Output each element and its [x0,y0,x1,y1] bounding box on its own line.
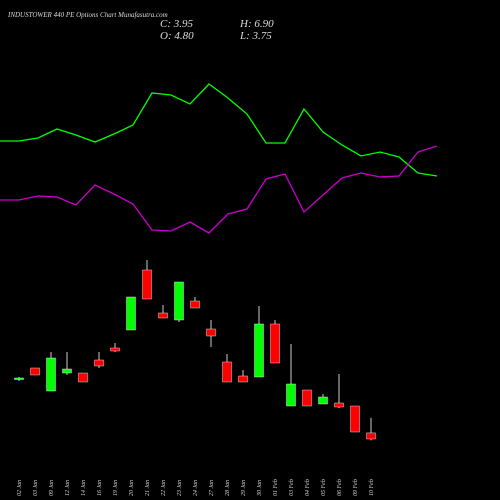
x-tick-label: 19 Jan [113,480,119,496]
x-tick-label: 01 Feb [273,479,279,496]
stat-open: O: 4.80 [160,30,194,42]
x-tick-label: 09 Feb [353,479,359,496]
x-tick-label: 30 Jan [257,480,263,497]
x-tick-label: 20 Jan [129,480,135,496]
x-tick-label: 21 Jan [145,480,151,496]
candle-body [366,432,376,440]
x-tick-label: 16 Jan [97,480,103,496]
candle-body [174,281,184,321]
candle-body [62,368,72,374]
x-tick-label: 29 Jan [241,480,247,496]
stat-close: C: 3.95 [160,18,194,30]
x-tick-label: 22 Jan [161,480,167,496]
candle-body [46,357,56,392]
x-tick-label: 14 Jan [80,480,87,496]
candle-body [318,396,328,405]
candle-body [302,389,312,407]
candle-body [30,367,40,376]
x-tick-label: 12 Jan [65,480,71,496]
x-tick-label: 27 Jan [209,480,215,496]
stat-low: L: 3.75 [239,30,272,42]
x-tick-label: 28 Jan [225,480,231,496]
candle-body [222,361,232,383]
candle-body [270,323,280,364]
candle-body [14,377,24,380]
stat-high: H: 6.90 [239,18,274,30]
x-tick-label: 04 Feb [304,479,311,496]
x-tick-label: 23 Jan [177,480,183,496]
indicator-line [0,83,438,177]
candle-body [94,359,104,367]
x-tick-label: 05 Feb [321,479,327,496]
candle-body [350,405,360,433]
candle-body [206,328,216,337]
x-tick-label: 03 Jan [33,480,39,496]
x-tick-label: 06 Feb [337,479,343,496]
indicator-line [0,145,438,234]
candle-body [158,312,168,319]
candle-body [126,296,136,331]
x-tick-label: 24 Jan [192,480,199,496]
candle-body [238,375,248,383]
x-tick-label: 02 Jan [17,480,23,496]
candle-body [190,300,200,309]
x-tick-label: 03 Feb [289,479,295,496]
chart-title: INDUSTOWER 440 PE Options Chart Munafasu… [7,11,168,19]
candle-body [78,372,88,383]
candle-body [334,402,344,408]
candle-body [254,323,264,378]
candle-body [110,347,120,352]
candle-body [142,269,152,300]
x-tick-label: 09 Jan [49,480,55,496]
x-tick-label: 10 Feb [369,479,375,496]
candle-body [286,383,296,407]
